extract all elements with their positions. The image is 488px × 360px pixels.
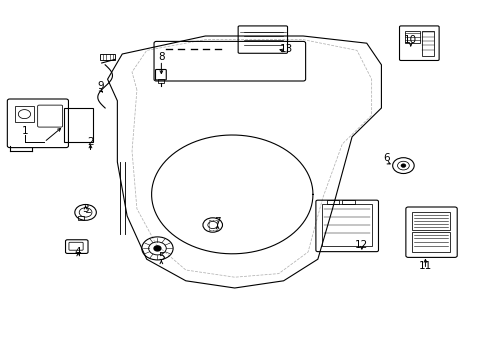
Bar [78, 216, 84, 220]
Bar [15, 106, 34, 122]
Bar [404, 31, 419, 43]
Circle shape [400, 164, 405, 167]
Bar [63, 108, 93, 142]
Bar [326, 200, 338, 204]
Text: 4: 4 [75, 247, 81, 257]
Bar [411, 232, 449, 252]
Text: 13: 13 [279, 44, 292, 54]
Text: 6: 6 [382, 153, 389, 163]
Text: 7: 7 [214, 217, 221, 228]
Text: 12: 12 [354, 240, 368, 250]
Bar [411, 212, 449, 230]
Bar [421, 31, 433, 56]
Bar [342, 200, 354, 204]
Circle shape [154, 246, 161, 251]
Text: 10: 10 [404, 35, 416, 45]
Text: 8: 8 [158, 52, 164, 62]
Text: 1: 1 [22, 126, 29, 136]
Bar [100, 54, 115, 60]
Text: 2: 2 [87, 137, 94, 147]
Bar [321, 204, 371, 246]
Text: 11: 11 [418, 261, 431, 271]
Text: 5: 5 [158, 252, 164, 262]
Text: 3: 3 [82, 204, 89, 214]
Bar [158, 79, 163, 83]
Text: 9: 9 [97, 81, 103, 91]
